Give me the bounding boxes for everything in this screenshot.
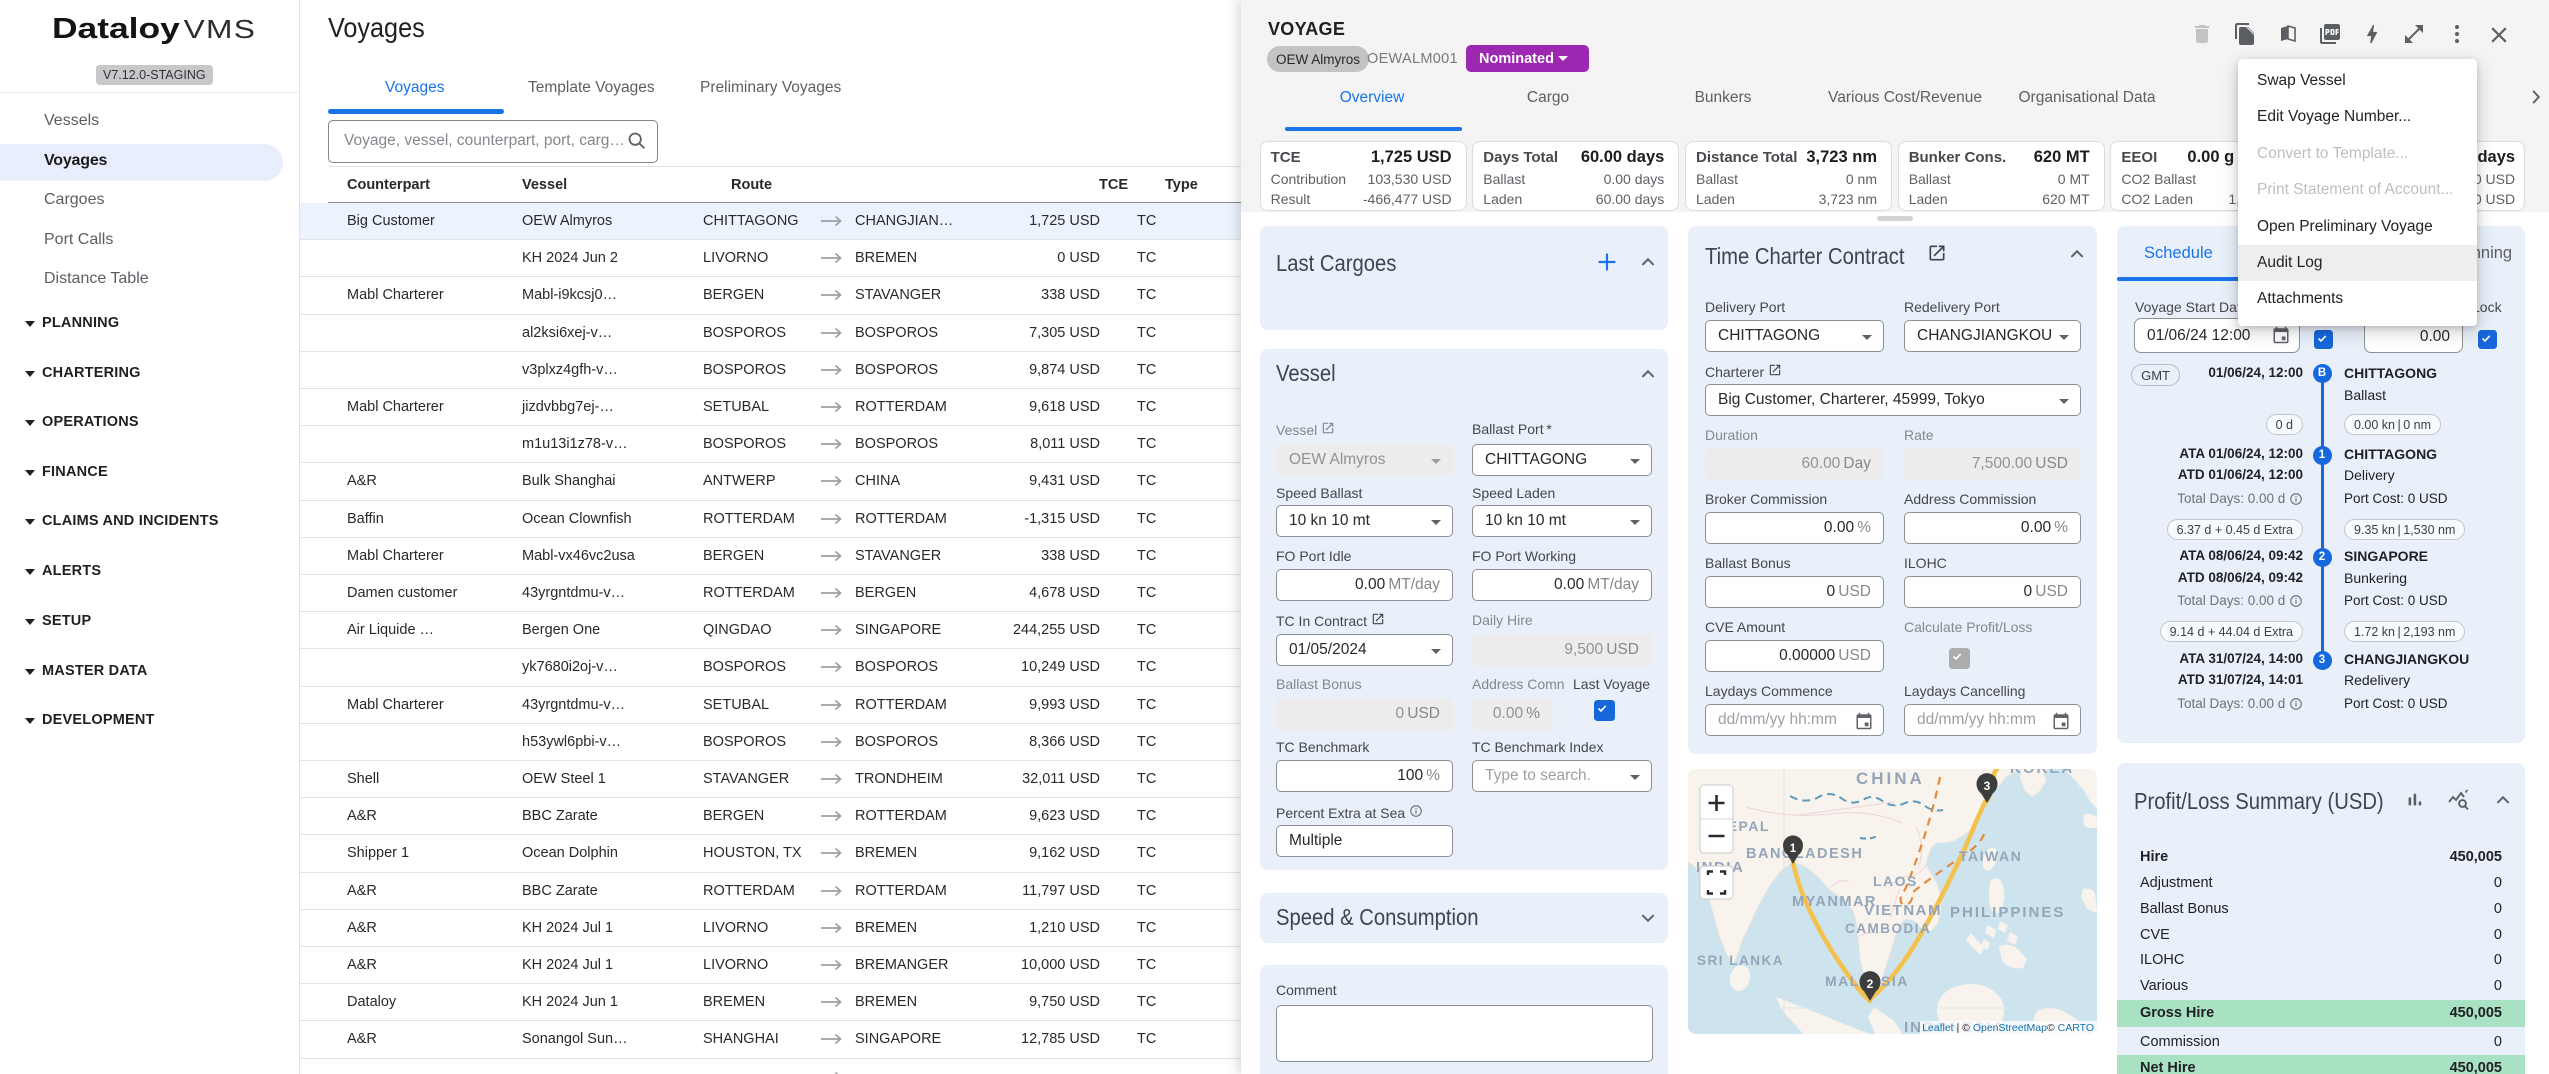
svg-text:SRI LANKA: SRI LANKA <box>1697 953 1784 968</box>
svg-text:LAOS: LAOS <box>1873 873 1918 889</box>
svg-text:TAIWAN: TAIWAN <box>1959 848 2022 864</box>
svg-text:VIETNAM: VIETNAM <box>1864 902 1942 919</box>
svg-text:MYANMAR: MYANMAR <box>1792 894 1877 910</box>
svg-text:2: 2 <box>1867 977 1874 991</box>
svg-text:1: 1 <box>1790 843 1797 855</box>
svg-text:CAMBODIA: CAMBODIA <box>1845 921 1931 936</box>
svg-text:Leaflet | © OpenStreetMap© CAR: Leaflet | © OpenStreetMap© CARTO <box>1922 1022 2094 1034</box>
svg-text:KOREA: KOREA <box>2010 769 2074 777</box>
svg-text:BANGLADESH: BANGLADESH <box>1746 846 1863 862</box>
svg-text:CHINA: CHINA <box>1856 769 1925 788</box>
svg-text:3: 3 <box>1984 779 1991 793</box>
svg-text:PHILIPPINES: PHILIPPINES <box>1950 904 2065 921</box>
